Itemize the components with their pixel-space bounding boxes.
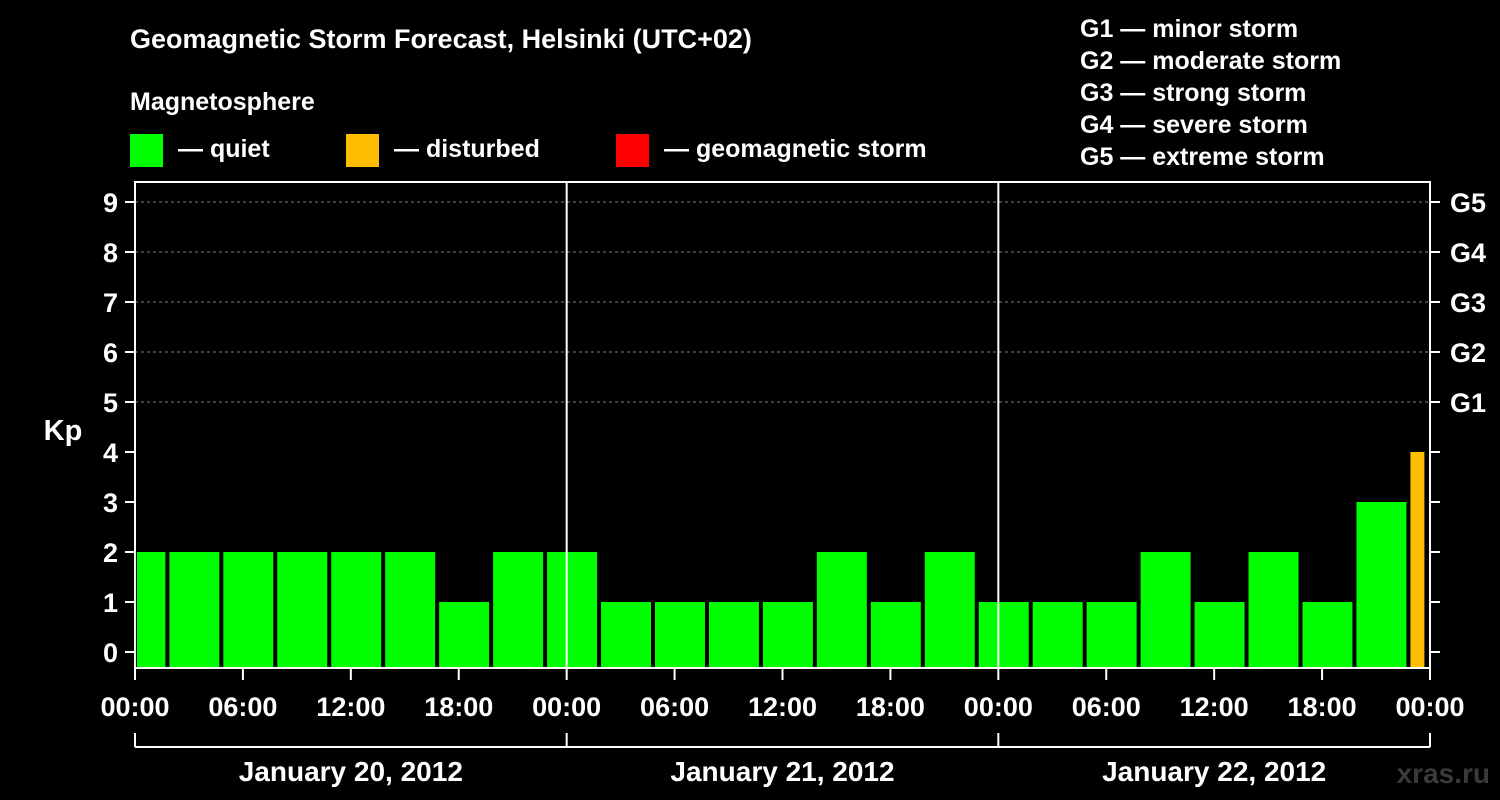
bar-2 [223,552,274,667]
x-tick-label-9: 06:00 [1072,692,1141,722]
bar-15 [924,552,975,667]
legend-label-storm: — geomagnetic storm [664,135,927,163]
right-tick-label-g1: G1 [1450,388,1486,418]
x-tick-label-5: 06:00 [640,692,709,722]
storm-scale-g5: G5 — extreme storm [1080,143,1325,171]
bars [137,452,1425,667]
legend-label-disturbed: — disturbed [394,135,540,163]
bar-16 [978,602,1029,667]
y-tick-label-5: 5 [103,388,118,418]
y-tick-label-9: 9 [103,188,118,218]
bar-0 [137,552,166,667]
y-tick-label-4: 4 [103,438,118,468]
y-axis-label: Kp [44,415,83,447]
bar-5 [385,552,436,667]
x-tick-label-10: 12:00 [1180,692,1249,722]
bar-19 [1140,552,1191,667]
y-tick-label-6: 6 [103,338,118,368]
storm-scale-g2: G2 — moderate storm [1080,47,1341,75]
x-tick-label-7: 18:00 [856,692,925,722]
bar-6 [439,602,490,667]
day-label-2: January 22, 2012 [1102,756,1326,787]
bar-11 [708,602,759,667]
bar-7 [493,552,544,667]
bar-23 [1356,502,1407,667]
bar-4 [331,552,382,667]
bar-12 [762,602,813,667]
bar-14 [870,602,921,667]
x-tick-label-4: 00:00 [532,692,601,722]
storm-scale-g4: G4 — severe storm [1080,111,1308,139]
bar-3 [277,552,328,667]
right-tick-label-g2: G2 [1450,338,1486,368]
bar-17 [1032,602,1083,667]
legend-label-quiet: — quiet [178,135,270,163]
grid [135,201,1430,403]
x-tick-label-2: 12:00 [316,692,385,722]
bar-24 [1410,452,1425,667]
watermark: xras.ru [1397,758,1490,789]
bar-1 [169,552,220,667]
day-label-0: January 20, 2012 [239,756,463,787]
x-tick-label-8: 00:00 [964,692,1033,722]
right-tick-label-g5: G5 [1450,188,1486,218]
x-tick-label-1: 06:00 [208,692,277,722]
y-tick-label-0: 0 [103,638,118,668]
bar-13 [816,552,867,667]
bar-9 [601,602,651,667]
bar-20 [1194,602,1245,667]
tick-labels: 0 1 2 3 4 5 6 7 8 9 G1 G2 G3 G4 G5 00:00 06:00 12:00 18:00… [100,188,1486,787]
storm-scale-g3: G3 — strong storm [1080,79,1306,107]
x-tick-label-3: 18:00 [424,692,493,722]
legend-swatch-storm [616,134,649,167]
bar-8 [547,552,598,667]
day-label-1: January 21, 2012 [670,756,894,787]
storm-scale-g1: G1 — minor storm [1080,15,1298,43]
legend-heading: Magnetosphere [130,88,315,116]
bar-21 [1248,552,1299,667]
y-tick-label-1: 1 [103,588,118,618]
legend-swatch-quiet [130,134,163,167]
y-tick-label-8: 8 [103,238,118,268]
bar-18 [1086,602,1137,667]
axes [125,181,1440,748]
legend-swatch-disturbed [346,134,379,167]
y-tick-label-7: 7 [103,288,118,318]
plot-frame [134,181,1431,669]
y-tick-label-2: 2 [103,538,118,568]
right-tick-label-g4: G4 [1450,238,1486,268]
y-tick-label-3: 3 [103,488,118,518]
x-tick-label-11: 18:00 [1288,692,1357,722]
bar-22 [1302,602,1353,667]
right-tick-label-g3: G3 [1450,288,1486,318]
x-tick-label-12: 00:00 [1395,692,1464,722]
x-tick-label-0: 00:00 [100,692,169,722]
x-tick-label-6: 12:00 [748,692,817,722]
chart-title: Geomagnetic Storm Forecast, Helsinki (UT… [130,24,752,54]
bar-10 [655,602,705,667]
